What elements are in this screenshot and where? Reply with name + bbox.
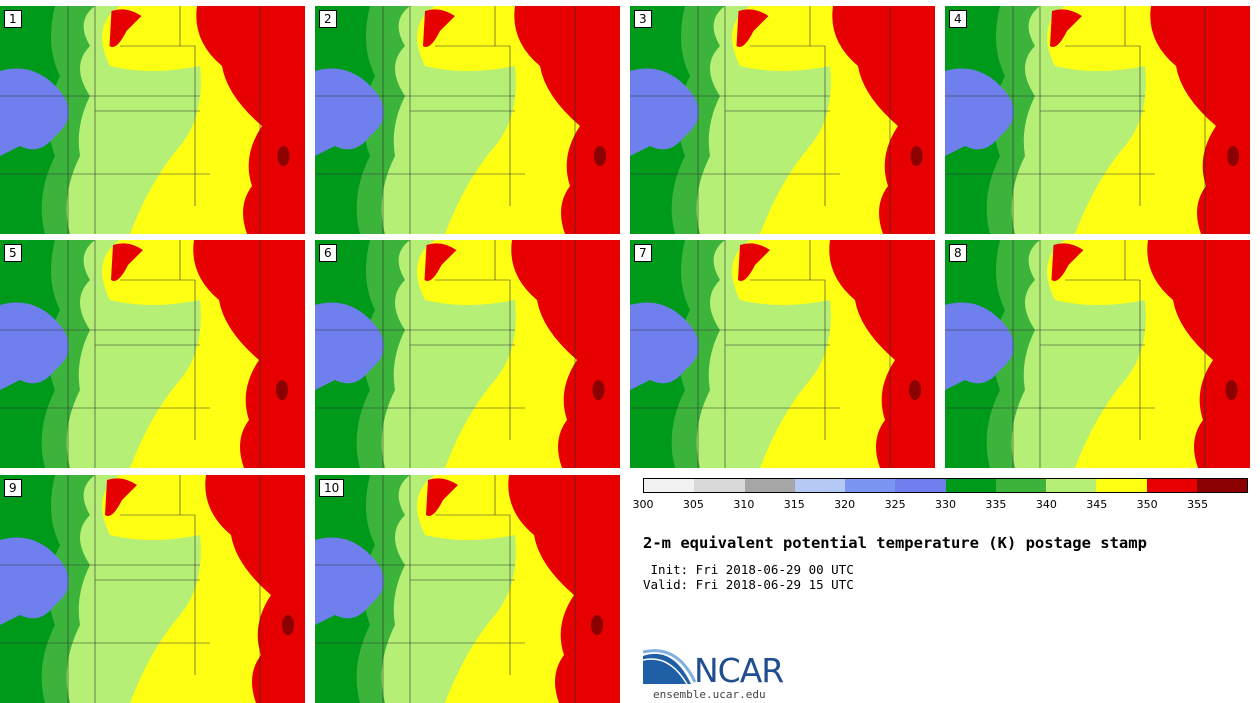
map-image bbox=[0, 475, 305, 703]
panel-number: 2 bbox=[319, 10, 337, 28]
colorbar-segment bbox=[1096, 479, 1147, 492]
map-image bbox=[315, 6, 620, 234]
map-image bbox=[945, 240, 1250, 468]
panel-number: 6 bbox=[319, 244, 337, 262]
colorbar-tick-label: 340 bbox=[1035, 498, 1057, 511]
map-panel-8: 8 bbox=[945, 240, 1250, 468]
colorbar-segment bbox=[1146, 479, 1197, 492]
colorbar-segment bbox=[945, 479, 996, 492]
colorbar-tick-label: 310 bbox=[733, 498, 755, 511]
colorbar-tick-label: 330 bbox=[935, 498, 956, 511]
map-image bbox=[0, 240, 305, 468]
map-image bbox=[630, 6, 935, 234]
panel-number: 10 bbox=[319, 479, 345, 497]
colorbar-segment bbox=[644, 479, 695, 492]
map-panel-1: 1 bbox=[0, 6, 305, 234]
colorbar-tick-label: 350 bbox=[1136, 498, 1158, 511]
map-panel-3: 3 bbox=[630, 6, 935, 234]
map-panel-6: 6 bbox=[315, 240, 620, 468]
panel-number: 5 bbox=[4, 244, 22, 262]
colorbar-tick-label: 345 bbox=[1086, 498, 1108, 511]
logo-url: ensemble.ucar.edu bbox=[653, 688, 766, 701]
map-image bbox=[0, 6, 305, 234]
figure-title: 2-m equivalent potential temperature (K)… bbox=[643, 534, 1147, 552]
colorbar-ticks: 300 305 310 315 320 325 330 335 340 345 350 355 bbox=[633, 498, 1248, 514]
map-image bbox=[945, 6, 1250, 234]
colorbar-tick-label: 335 bbox=[985, 498, 1007, 511]
map-panel-9: 9 bbox=[0, 475, 305, 703]
colorbar-segment bbox=[845, 479, 896, 492]
init-time: Init: Fri 2018-06-29 00 UTC bbox=[643, 562, 854, 577]
colorbar-tick-label: 325 bbox=[884, 498, 906, 511]
map-panel-10: 10 bbox=[315, 475, 620, 703]
colorbar-segment bbox=[794, 479, 845, 492]
map-panel-4: 4 bbox=[945, 6, 1250, 234]
colorbar-segment bbox=[1196, 479, 1247, 492]
map-panel-2: 2 bbox=[315, 6, 620, 234]
ncar-logo-icon bbox=[643, 649, 697, 685]
colorbar-segment bbox=[744, 479, 795, 492]
panel-number: 9 bbox=[4, 479, 22, 497]
colorbar-segment bbox=[995, 479, 1046, 492]
map-panel-5: 5 bbox=[0, 240, 305, 468]
colorbar-tick-label: 320 bbox=[834, 498, 856, 511]
panel-number: 4 bbox=[949, 10, 967, 28]
colorbar-tick-label: 300 bbox=[632, 498, 654, 511]
panel-number: 1 bbox=[4, 10, 22, 28]
colorbar-tick-label: 315 bbox=[783, 498, 805, 511]
panel-number: 7 bbox=[634, 244, 652, 262]
colorbar-tick-label: 355 bbox=[1187, 498, 1209, 511]
map-image bbox=[315, 475, 620, 703]
panel-number: 3 bbox=[634, 10, 652, 28]
logo-text: NCAR bbox=[694, 651, 784, 690]
colorbar bbox=[643, 478, 1248, 493]
colorbar-segment bbox=[694, 479, 745, 492]
panel-number: 8 bbox=[949, 244, 967, 262]
valid-time: Valid: Fri 2018-06-29 15 UTC bbox=[643, 577, 854, 592]
colorbar-segment bbox=[895, 479, 946, 492]
colorbar-tick-label: 305 bbox=[682, 498, 704, 511]
map-image bbox=[315, 240, 620, 468]
colorbar-segment bbox=[1046, 479, 1097, 492]
map-panel-7: 7 bbox=[630, 240, 935, 468]
map-image bbox=[630, 240, 935, 468]
